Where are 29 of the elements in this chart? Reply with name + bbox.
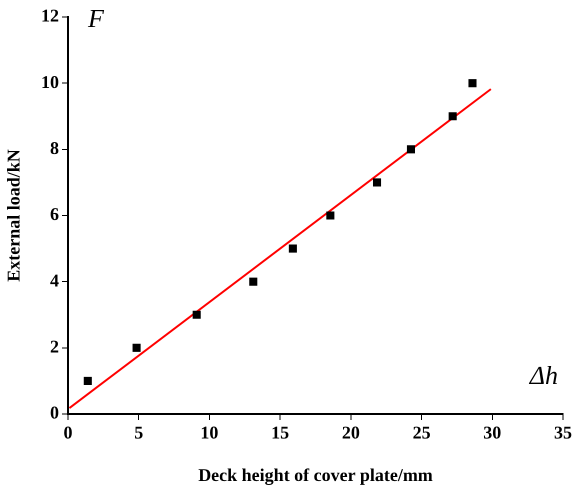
x-tick-label: 30 xyxy=(483,422,502,442)
x-tick-label: 35 xyxy=(554,422,572,442)
x-tick-label: 0 xyxy=(64,422,72,442)
point xyxy=(132,344,141,352)
y-tick-label: 6 xyxy=(50,204,59,224)
point xyxy=(192,310,201,319)
annotation: F xyxy=(87,4,105,33)
y-tick-label: 4 xyxy=(50,270,59,290)
annotation: Δh xyxy=(528,360,558,390)
x-tick-label: 15 xyxy=(271,422,290,442)
point xyxy=(288,244,297,253)
x-tick-label: 25 xyxy=(412,422,431,442)
y-tick-label: 2 xyxy=(50,336,59,356)
point xyxy=(406,145,415,154)
point xyxy=(448,112,457,120)
point xyxy=(84,376,92,385)
point xyxy=(468,79,477,88)
point xyxy=(249,278,258,286)
x-axis-title: Deck height of cover plate/mm xyxy=(198,464,433,485)
y-tick-label: 12 xyxy=(41,6,59,26)
y-tick-label: 0 xyxy=(50,402,59,423)
y-tick-label: 8 xyxy=(50,138,59,158)
x-tick-label: 20 xyxy=(342,422,360,442)
y-tick-label: 10 xyxy=(41,72,59,92)
y-axis-title: External load/kN xyxy=(3,149,24,282)
point xyxy=(372,178,382,186)
x-tick-label: 5 xyxy=(134,422,144,442)
point xyxy=(326,211,334,220)
x-tick-label: 10 xyxy=(200,422,218,442)
